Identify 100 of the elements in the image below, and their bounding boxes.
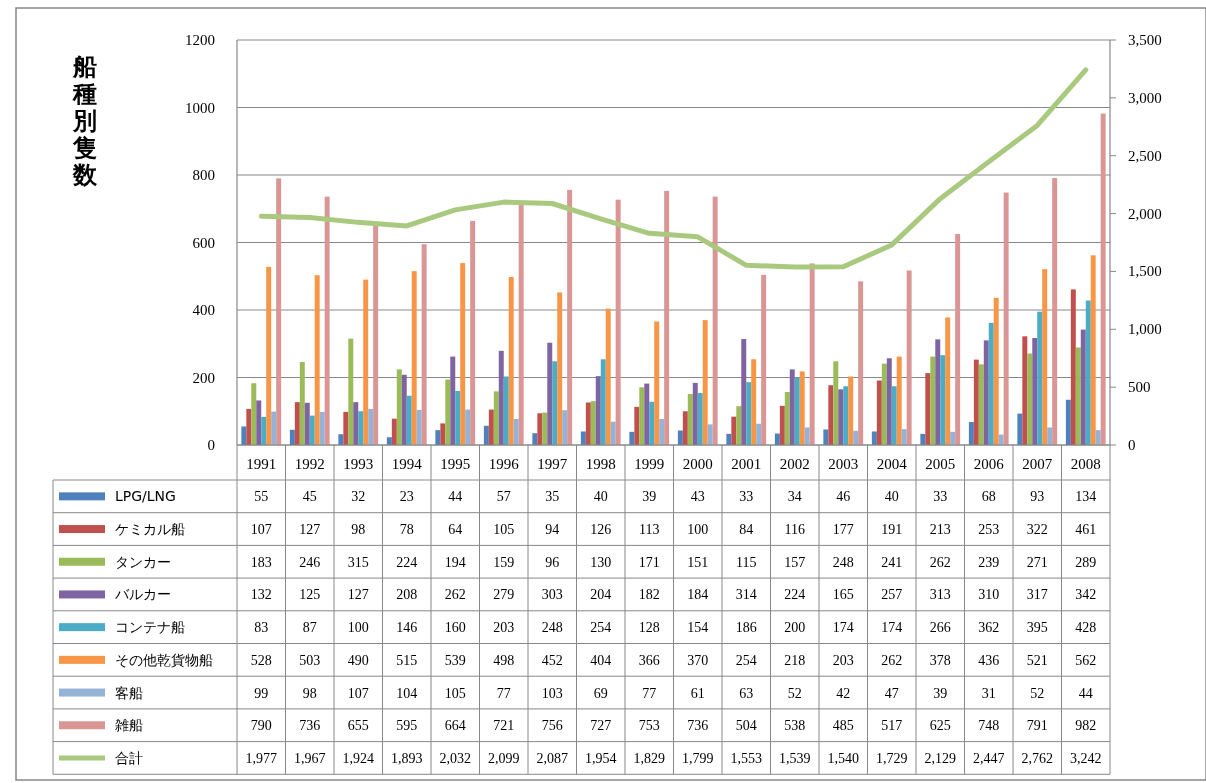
- data-label: 378: [929, 652, 951, 668]
- data-label: 721: [493, 718, 515, 734]
- bar: [338, 434, 344, 445]
- y-tick-label: 0: [207, 437, 215, 453]
- bar: [1070, 289, 1076, 445]
- data-label: 625: [929, 718, 951, 734]
- data-label: 262: [881, 652, 903, 668]
- data-label: 248: [541, 620, 563, 636]
- bar: [644, 383, 650, 445]
- data-label: 204: [590, 587, 612, 603]
- bar: [406, 395, 412, 445]
- data-label: 32: [351, 489, 366, 505]
- data-label: 736: [687, 718, 709, 734]
- bar: [595, 376, 601, 445]
- data-label: 52: [787, 685, 802, 701]
- data-label: 171: [638, 554, 660, 570]
- bar: [562, 410, 568, 445]
- bar: [1095, 430, 1101, 445]
- x-tick-label: 1991: [246, 456, 277, 472]
- data-label: 127: [347, 587, 369, 603]
- data-label: 132: [250, 587, 272, 603]
- legend-label: その他乾貨物船: [115, 651, 213, 668]
- data-label: 224: [784, 587, 806, 603]
- data-label: 151: [687, 554, 709, 570]
- bar: [455, 391, 461, 445]
- bar: [615, 199, 621, 445]
- data-label: 2,087: [536, 750, 568, 766]
- bar: [682, 411, 688, 445]
- data-label: 303: [541, 587, 563, 603]
- data-label: 93: [1030, 489, 1045, 505]
- legend-label: ケミカル船: [115, 521, 185, 538]
- data-label: 57: [496, 489, 511, 505]
- data-label: 461: [1075, 522, 1097, 538]
- bar: [271, 411, 277, 445]
- bar: [1017, 413, 1023, 445]
- bar: [848, 376, 854, 445]
- data-label: 748: [978, 718, 1000, 734]
- data-label: 182: [638, 587, 660, 603]
- data-label: 315: [347, 554, 369, 570]
- bar: [309, 415, 315, 445]
- data-label: 84: [739, 522, 754, 538]
- data-label: 562: [1075, 652, 1097, 668]
- bar: [319, 411, 325, 445]
- data-label: 203: [832, 652, 854, 668]
- data-label: 539: [444, 652, 466, 668]
- data-label: 128: [638, 620, 660, 636]
- bar: [567, 189, 573, 445]
- bar: [368, 408, 374, 445]
- data-label: 490: [347, 652, 369, 668]
- x-tick-label: 1999: [634, 456, 665, 472]
- y-axis-title: 船種別隻数: [72, 53, 98, 189]
- data-label: 595: [396, 718, 418, 734]
- bar: [891, 386, 897, 445]
- x-tick-label: 2005: [925, 456, 956, 472]
- x-tick-label: 1992: [294, 456, 325, 472]
- bar: [746, 382, 752, 445]
- y2-tick-label: 3,000: [1128, 89, 1162, 106]
- data-label: 322: [1026, 522, 1048, 538]
- bar: [930, 356, 936, 445]
- bar: [363, 279, 369, 445]
- bar: [1085, 300, 1091, 445]
- bar: [756, 423, 762, 445]
- x-tick-label: 2006: [973, 456, 1005, 472]
- data-label: 45: [302, 489, 317, 505]
- data-label: 271: [1026, 554, 1048, 570]
- bar: [779, 405, 785, 445]
- bar: [1047, 427, 1053, 445]
- bar: [659, 419, 665, 445]
- bar: [731, 416, 737, 445]
- bar: [600, 359, 606, 445]
- bar: [585, 402, 591, 445]
- bar: [677, 430, 683, 445]
- bar: [256, 400, 262, 445]
- bar: [411, 271, 417, 445]
- bar: [532, 433, 538, 445]
- data-label: 538: [784, 718, 806, 734]
- bar: [978, 364, 984, 445]
- bar: [843, 386, 849, 445]
- data-label: 208: [396, 587, 418, 603]
- bar: [804, 427, 810, 445]
- data-label: 257: [881, 587, 903, 603]
- data-label: 1,967: [294, 750, 326, 766]
- bar: [353, 402, 359, 445]
- bar: [304, 402, 310, 445]
- data-label: 310: [978, 587, 1000, 603]
- bar: [1022, 336, 1028, 445]
- bar: [294, 402, 300, 445]
- bar: [726, 433, 732, 445]
- data-label: 63: [739, 685, 754, 701]
- data-label: 99: [254, 685, 269, 701]
- bar: [886, 358, 892, 445]
- data-label: 314: [735, 587, 757, 603]
- y-tick-label: 600: [192, 234, 215, 251]
- bar: [483, 425, 489, 445]
- y2-tick-label: 3,500: [1128, 32, 1162, 48]
- data-label: 31: [981, 685, 996, 701]
- data-label: 115: [736, 554, 757, 570]
- y-tick-label: 400: [192, 302, 215, 318]
- data-label: 40: [593, 489, 608, 505]
- data-label: 34: [787, 489, 802, 505]
